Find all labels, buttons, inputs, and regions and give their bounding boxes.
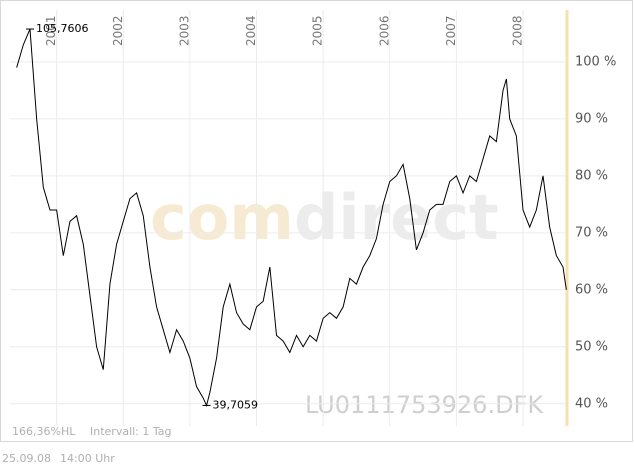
y-tick-label: 50 % — [575, 339, 608, 354]
timestamp: 14:00 Uhr — [60, 452, 115, 465]
info: 166,36%HL — [12, 425, 76, 438]
symbol: LU0111753926.DFK — [305, 391, 544, 419]
x-tick-label: 2005 — [311, 15, 325, 46]
x-tick-label: 2006 — [377, 15, 391, 46]
value-label: 105,7606 — [36, 22, 89, 35]
logo-part: direct — [294, 181, 499, 254]
x-tick-label: 2001 — [44, 15, 58, 46]
y-tick-label: 40 % — [575, 396, 608, 411]
logo: comdirect — [150, 181, 499, 254]
y-tick-label: 80 % — [575, 168, 608, 183]
x-tick-label: 2002 — [111, 15, 125, 46]
y-tick-label: 90 % — [575, 111, 608, 126]
x-tick-label: 2008 — [511, 15, 525, 46]
x-tick-label: 2007 — [444, 15, 458, 46]
y-tick-label: 60 % — [575, 282, 608, 297]
y-tick-label: 70 % — [575, 225, 608, 240]
info: Intervall: 1 Tag — [90, 425, 172, 438]
price-line — [16, 28, 567, 407]
timestamp: 25.09.08 — [2, 452, 51, 465]
x-tick-label: 2003 — [177, 15, 191, 46]
y-tick-label: 100 % — [575, 54, 616, 69]
x-tick-label: 2004 — [244, 15, 258, 46]
logo-part: com — [150, 181, 294, 254]
value-label: 39,7059 — [213, 398, 259, 411]
